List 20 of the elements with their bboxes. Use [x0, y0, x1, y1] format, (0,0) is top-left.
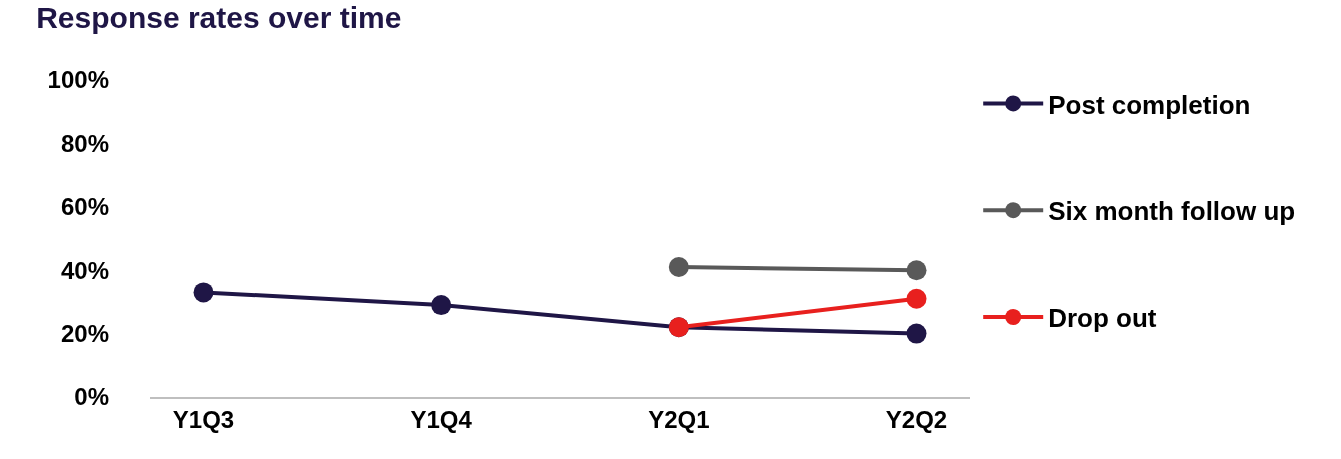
y-tick-label: 100%	[47, 66, 109, 94]
x-tick-label: Y1Q3	[172, 405, 235, 433]
y-tick-label: 60%	[60, 193, 109, 221]
y-tick-label: 20%	[60, 320, 109, 347]
point	[668, 257, 689, 278]
point	[906, 323, 927, 344]
y-tick-label: 0%	[74, 383, 109, 411]
legend-label: Six month follow up	[1048, 196, 1296, 227]
point	[431, 295, 452, 316]
x-tick-label: Y2Q2	[885, 405, 948, 433]
point	[906, 260, 927, 281]
point	[193, 282, 214, 303]
x-tick-label: Y2Q1	[648, 405, 710, 433]
y-tick-label: 40%	[60, 256, 109, 284]
point	[906, 288, 927, 309]
legend-label: Drop out	[1048, 303, 1157, 334]
x-tick-label: Y1Q4	[410, 405, 473, 433]
legend-label: Post completion	[1048, 89, 1251, 120]
y-tick-label: 80%	[60, 129, 109, 157]
chart-title: Response rates over time	[36, 0, 402, 34]
